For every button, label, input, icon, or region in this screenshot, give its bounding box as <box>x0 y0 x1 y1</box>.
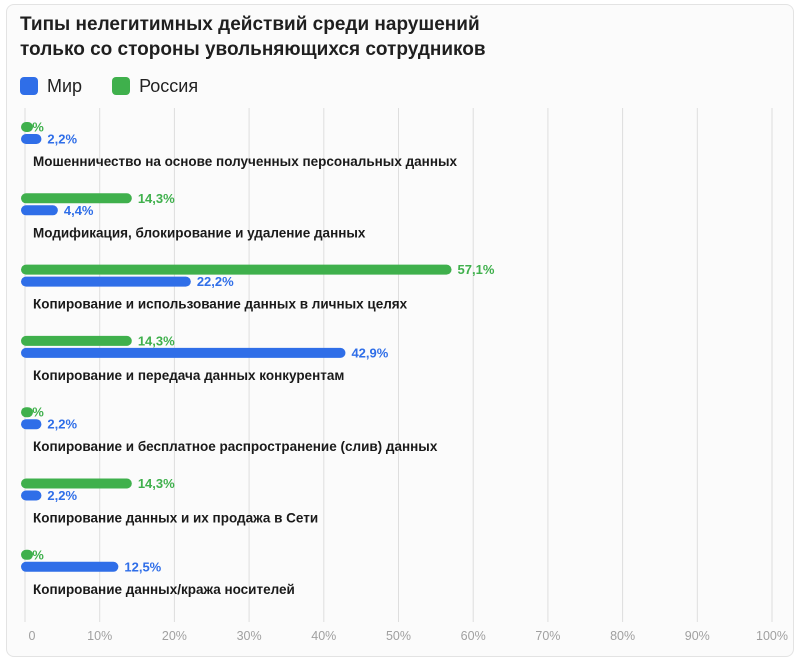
data-label: 2,2% <box>47 132 77 147</box>
bar-world <box>21 205 58 216</box>
chart-title-line-2: только со стороны увольняющихся сотрудни… <box>20 39 486 60</box>
x-tick-label: 20% <box>162 629 187 643</box>
chart-frame <box>6 4 794 657</box>
data-label: 0% <box>25 547 44 562</box>
bar-world <box>21 276 191 287</box>
legend-item-russia: Россия <box>112 76 198 97</box>
category-label: Копирование и использование данных в лич… <box>33 297 408 312</box>
bar-russia <box>21 335 132 346</box>
bar-world <box>21 347 346 358</box>
data-label: 12,5% <box>124 559 161 574</box>
bar-world <box>21 561 119 572</box>
data-label: 14,3% <box>138 333 175 348</box>
legend-swatch-russia <box>112 77 131 95</box>
data-label: 4,4% <box>64 203 94 218</box>
data-label: 0% <box>25 120 44 135</box>
x-tick-label: 50% <box>386 629 411 643</box>
x-tick-label: 0 <box>29 629 36 643</box>
data-label: 42,9% <box>351 345 388 360</box>
x-tick-label: 80% <box>610 629 635 643</box>
x-tick-label: 40% <box>311 629 336 643</box>
x-tick-label: 60% <box>461 629 486 643</box>
chart-legend: Мир Россия <box>20 74 228 98</box>
x-tick-label: 100% <box>756 629 788 643</box>
category-label: Копирование данных/кража носителей <box>33 582 295 597</box>
bar-russia <box>21 122 33 132</box>
bar-russia <box>21 478 132 489</box>
bar-russia <box>21 549 33 560</box>
data-label: 57,1% <box>458 262 495 277</box>
data-label: 0% <box>25 405 44 420</box>
category-label: Копирование и передача данных конкурента… <box>33 368 344 383</box>
bar-russia <box>21 193 132 204</box>
x-tick-label: 70% <box>535 629 560 643</box>
x-tick-label: 90% <box>685 629 710 643</box>
bar-russia <box>21 264 452 275</box>
legend-label-russia: Россия <box>139 75 199 96</box>
bar-world <box>21 490 42 501</box>
data-label: 2,2% <box>47 417 77 432</box>
legend-label-world: Мир <box>47 75 83 96</box>
category-label: Копирование данных и их продажа в Сети <box>33 511 318 526</box>
data-label: 14,3% <box>138 191 175 206</box>
bar-russia <box>21 407 33 418</box>
legend-swatch-world <box>20 77 38 95</box>
chart-title-line-1: Типы нелегитимных действий среди нарушен… <box>20 14 480 35</box>
data-label: 14,3% <box>138 476 175 491</box>
category-label: Модификация, блокирование и удаление дан… <box>33 225 366 240</box>
x-tick-label: 30% <box>237 629 262 643</box>
chart-title: Типы нелегитимных действий среди нарушен… <box>20 12 720 62</box>
x-tick-label: 10% <box>87 629 112 643</box>
category-label: Мошенничество на основе полученных персо… <box>33 154 458 169</box>
bar-world <box>21 134 42 144</box>
legend-item-world: Мир <box>20 76 82 97</box>
data-label: 2,2% <box>47 488 77 503</box>
bar-world <box>21 419 42 430</box>
data-label: 22,2% <box>197 274 234 289</box>
category-label: Копирование и бесплатное распространение… <box>33 439 438 454</box>
